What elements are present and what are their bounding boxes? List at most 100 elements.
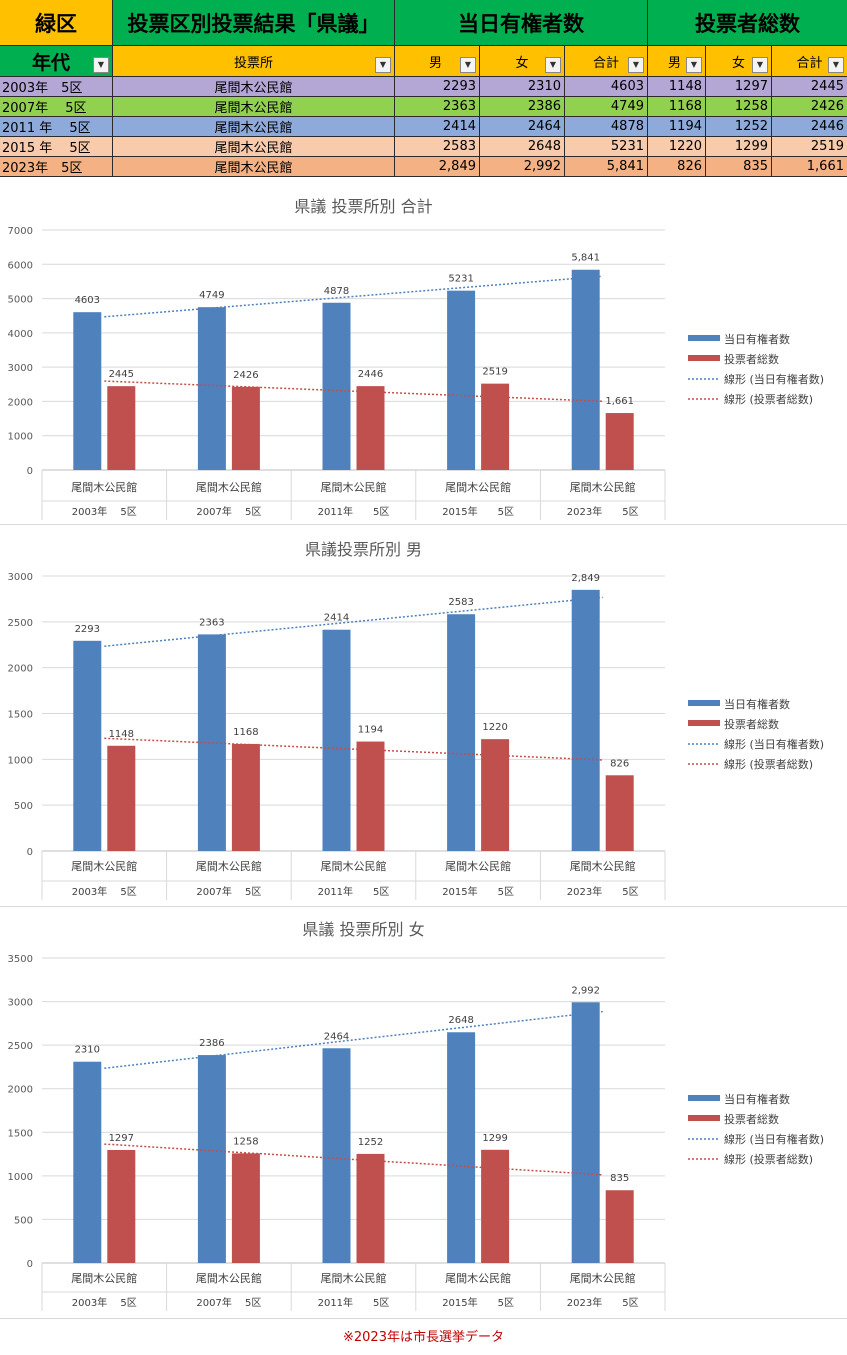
vot-female-cell[interactable]: 835 (706, 157, 772, 177)
legend-swatch (688, 1115, 720, 1121)
place-cell[interactable]: 尾間木公民館 (113, 137, 395, 157)
filter-dropdown-icon[interactable]: ▼ (460, 57, 476, 73)
reg-total-cell[interactable]: 4749 (565, 97, 648, 117)
data-label: 2414 (324, 613, 349, 624)
vot-total-cell[interactable]: 1,661 (772, 157, 847, 177)
chart-male[interactable]: 県議投票所別 男 0 500 1000 1500 2000 2500 3000 2293 2363… (0, 525, 847, 906)
vot-female-cell[interactable]: 1297 (706, 77, 772, 97)
place-cell[interactable]: 尾間木公民館 (113, 97, 395, 117)
sheet-title-cell[interactable]: 投票区別投票結果「県議」 (113, 0, 395, 46)
period-cell[interactable]: 2023年 5区 (0, 157, 113, 177)
vot-female-cell[interactable]: 1299 (706, 137, 772, 157)
reg-female-cell[interactable]: 2386 (480, 97, 565, 117)
age-header-cell[interactable]: 年代 ▼ (0, 46, 113, 77)
legend-label: 当日有権者数 (724, 332, 790, 346)
legend-label: 線形 (当日有権者数) (724, 737, 824, 751)
filter-dropdown-icon[interactable]: ▼ (628, 57, 644, 73)
vot-total-cell[interactable]: 2426 (772, 97, 847, 117)
reg-female-cell[interactable]: 2648 (480, 137, 565, 157)
reg-male-cell[interactable]: 2,849 (395, 157, 480, 177)
y-tick-label: 4000 (8, 329, 33, 340)
chart-total[interactable]: 県議 投票所別 合計 0 1000 2000 3000 4000 5000 6000 7000 4… (0, 180, 847, 525)
filter-active-icon[interactable]: ▼ (375, 57, 391, 73)
bar-registered (197, 1055, 226, 1263)
table-row[interactable]: 2011 年 5区 尾間木公民館 2414 2464 4878 1194 1252 2446 (0, 117, 847, 137)
period-label: 2007年 5区 (196, 505, 261, 518)
vot-male-cell[interactable]: 1220 (648, 137, 706, 157)
y-tick-label: 0 (27, 1259, 33, 1270)
reg-total-cell[interactable]: 5231 (565, 137, 648, 157)
filter-dropdown-icon[interactable]: ▼ (752, 57, 768, 73)
reg-female-cell[interactable]: 2464 (480, 117, 565, 137)
place-cell[interactable]: 尾間木公民館 (113, 77, 395, 97)
reg-male-cell[interactable]: 2414 (395, 117, 480, 137)
period-cell[interactable]: 2007年 5区 (0, 97, 113, 117)
period-label: 2011年 5区 (318, 1296, 390, 1309)
period-cell[interactable]: 2011 年 5区 (0, 117, 113, 137)
table-row[interactable]: 2007年 5区 尾間木公民館 2363 2386 4749 1168 1258 2426 (0, 97, 847, 117)
bar-voters (481, 739, 510, 851)
category-label: 尾間木公民館 (196, 480, 262, 494)
vot-male-header-cell[interactable]: 男 ▼ (648, 46, 706, 77)
y-tick-label: 2500 (8, 618, 33, 629)
vot-female-cell[interactable]: 1258 (706, 97, 772, 117)
place-cell[interactable]: 尾間木公民館 (113, 157, 395, 177)
bar-registered (73, 312, 102, 470)
vot-total-cell[interactable]: 2446 (772, 117, 847, 137)
reg-female-header-cell[interactable]: 女 ▼ (480, 46, 565, 77)
place-cell[interactable]: 尾間木公民館 (113, 117, 395, 137)
y-tick-label: 3000 (8, 998, 33, 1009)
filter-dropdown-icon[interactable]: ▼ (828, 57, 844, 73)
district-cell[interactable]: 緑区 (0, 0, 113, 46)
bar-registered (571, 1002, 600, 1263)
vot-total-cell[interactable]: 2445 (772, 77, 847, 97)
y-tick-label: 2000 (8, 1085, 33, 1096)
place-header-cell[interactable]: 投票所 ▼ (113, 46, 395, 77)
data-label: 2293 (75, 624, 100, 635)
vot-male-cell[interactable]: 1168 (648, 97, 706, 117)
data-label: 1220 (482, 722, 507, 733)
chart-female[interactable]: 県議 投票所別 女 0 500 1000 1500 2000 2500 3000 3500 231… (0, 907, 847, 1317)
period-cell[interactable]: 2015 年 5区 (0, 137, 113, 157)
vot-male-cell[interactable]: 1194 (648, 117, 706, 137)
reg-female-cell[interactable]: 2310 (480, 77, 565, 97)
period-label: 2003年 5区 (72, 885, 137, 898)
reg-total-cell[interactable]: 5,841 (565, 157, 648, 177)
vot-total-header-cell[interactable]: 合計 ▼ (772, 46, 847, 77)
filter-dropdown-icon[interactable]: ▼ (545, 57, 561, 73)
vot-male-cell[interactable]: 1148 (648, 77, 706, 97)
chart-male-svg: 県議投票所別 男 0 500 1000 1500 2000 2500 3000 2293 2363… (8, 540, 824, 900)
filter-dropdown-icon[interactable]: ▼ (93, 57, 109, 73)
table-row[interactable]: 2023年 5区 尾間木公民館 2,849 2,992 5,841 826 835 1,661 (0, 157, 847, 177)
bar-voters (481, 1149, 510, 1263)
legend-swatch (688, 335, 720, 341)
table-row[interactable]: 2015 年 5区 尾間木公民館 2583 2648 5231 1220 1299 2519 (0, 137, 847, 157)
reg-total-cell[interactable]: 4878 (565, 117, 648, 137)
filter-dropdown-icon[interactable]: ▼ (686, 57, 702, 73)
reg-male-cell[interactable]: 2363 (395, 97, 480, 117)
y-tick-label: 1500 (8, 1128, 33, 1139)
period-label: 2007年 5区 (196, 885, 261, 898)
reg-female-cell[interactable]: 2,992 (480, 157, 565, 177)
reg-male-cell[interactable]: 2293 (395, 77, 480, 97)
voters-header-cell[interactable]: 投票者総数 (648, 0, 847, 46)
reg-total-cell[interactable]: 4603 (565, 77, 648, 97)
bar-voters (231, 1153, 260, 1263)
category-label: 尾間木公民館 (445, 859, 511, 873)
vot-male-cell[interactable]: 826 (648, 157, 706, 177)
data-label: 1297 (109, 1133, 134, 1144)
bar-registered (322, 302, 351, 470)
trendline-voters (104, 737, 603, 761)
table-row[interactable]: 2003年 5区 尾間木公民館 2293 2310 4603 1148 1297 2445 (0, 77, 847, 97)
vot-female-header-cell[interactable]: 女 ▼ (706, 46, 772, 77)
legend-label: 当日有権者数 (724, 1092, 790, 1106)
reg-total-header-cell[interactable]: 合計 ▼ (565, 46, 648, 77)
category-label: 尾間木公民館 (71, 1271, 137, 1285)
registered-header-cell[interactable]: 当日有権者数 (395, 0, 648, 46)
category-label: 尾間木公民館 (321, 859, 387, 873)
vot-total-cell[interactable]: 2519 (772, 137, 847, 157)
reg-male-cell[interactable]: 2583 (395, 137, 480, 157)
vot-female-cell[interactable]: 1252 (706, 117, 772, 137)
reg-male-header-cell[interactable]: 男 ▼ (395, 46, 480, 77)
period-cell[interactable]: 2003年 5区 (0, 77, 113, 97)
